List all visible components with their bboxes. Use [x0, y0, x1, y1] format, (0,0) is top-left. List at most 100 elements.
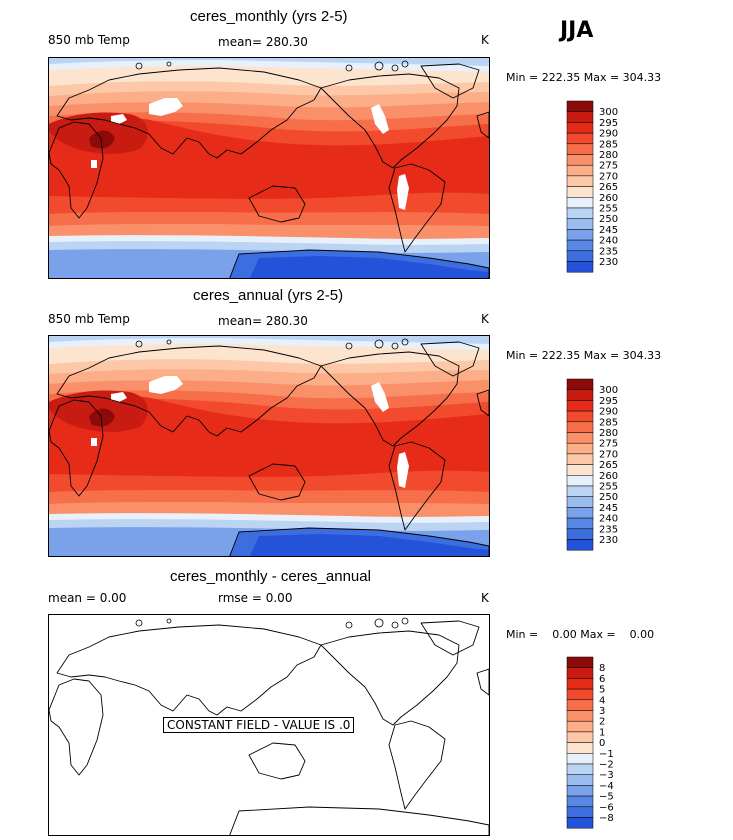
- colorbar-box: [566, 742, 594, 754]
- panel-title: ceres_monthly (yrs 2-5): [190, 8, 348, 25]
- island-outline: [166, 339, 172, 345]
- colorbar-box: [566, 507, 594, 519]
- colorbar-box: [566, 164, 594, 177]
- colorbar-box: [566, 806, 594, 818]
- island-outline: [374, 339, 384, 349]
- coastline: [420, 620, 480, 656]
- coastline: [229, 249, 489, 278]
- season-label: JJA: [560, 18, 594, 43]
- island-outline: [391, 621, 399, 629]
- minmax-label: Min = 0.00 Max = 0.00: [506, 628, 655, 641]
- colorbar-box: [566, 378, 594, 390]
- colorbar-box: [566, 389, 594, 401]
- colorbar-tick-label: 230: [599, 257, 618, 268]
- colorbar-tick-label: 230: [599, 535, 618, 546]
- colorbar-tick-label: 250: [599, 492, 618, 503]
- island-outline: [135, 619, 143, 627]
- colorbar-box: [566, 432, 594, 444]
- colorbar-tick-label: 280: [599, 428, 618, 439]
- colorbar-tick-label: 290: [599, 129, 618, 140]
- colorbar-tick-label: −1: [599, 749, 614, 760]
- colorbar-box: [566, 656, 594, 668]
- island-outline: [374, 618, 384, 628]
- colorbar-box: [566, 400, 594, 412]
- panel-title: ceres_annual (yrs 2-5): [193, 287, 344, 304]
- island-outline: [345, 342, 353, 350]
- colorbar-box: [566, 175, 594, 187]
- colorbar-tick-label: 290: [599, 407, 618, 418]
- temperature-map: [48, 335, 490, 557]
- colorbar-box: [566, 539, 594, 551]
- coastline: [476, 389, 489, 417]
- colorbar-tick-label: 6: [599, 674, 605, 685]
- map-field: [49, 58, 489, 278]
- colorbar-tick-label: 235: [599, 524, 618, 535]
- colorbar-box: [566, 817, 594, 829]
- colorbar: 300 295 290 285 280 275 270 265 260 255 250 245 240 2…: [566, 100, 637, 273]
- colorbar-box: [566, 753, 594, 765]
- colorbar-box: [566, 795, 594, 808]
- missing-data-patch: [397, 452, 409, 488]
- map-outline: [49, 617, 489, 835]
- colorbar-tick-label: 285: [599, 139, 618, 150]
- colorbar-box: [566, 774, 594, 786]
- colorbar-box: [566, 763, 594, 775]
- colorbar: 300 295 290 285 280 275 270 265 260 255 250 245 240 2…: [566, 378, 637, 551]
- temperature-band: [89, 130, 115, 149]
- coastline: [476, 668, 489, 696]
- coastline: [388, 720, 446, 810]
- colorbar-tick-label: 0: [599, 738, 605, 749]
- island-outline: [401, 338, 409, 346]
- colorbar-box: [566, 688, 594, 701]
- colorbar-tick-label: 265: [599, 460, 618, 471]
- colorbar-tick-label: 275: [599, 439, 618, 450]
- colorbar-tick-label: 4: [599, 695, 605, 706]
- colorbar-box: [566, 731, 594, 743]
- missing-data-patch: [111, 114, 127, 124]
- coastline: [49, 121, 104, 219]
- coastline: [49, 399, 104, 497]
- colorbar-tick-label: 280: [599, 150, 618, 161]
- island-outline: [135, 340, 143, 348]
- mean-label: mean= 280.30: [218, 314, 308, 328]
- colorbar-box: [566, 442, 594, 455]
- colorbar-box: [566, 229, 594, 241]
- panel-title: ceres_monthly - ceres_annual: [170, 568, 371, 585]
- temperature-band: [249, 256, 489, 278]
- coastline: [320, 73, 460, 169]
- colorbar-box: [566, 132, 594, 145]
- colorbar-tick-label: 270: [599, 449, 618, 460]
- missing-data-patch: [149, 376, 183, 394]
- colorbar-tick-label: 8: [599, 663, 605, 674]
- temperature-band: [249, 534, 489, 556]
- mean-label: mean= 280.30: [218, 35, 308, 49]
- colorbar-tick-label: 255: [599, 482, 618, 493]
- colorbar-tick-label: 1: [599, 727, 605, 738]
- colorbar-box: [566, 421, 594, 433]
- temperature-band: [49, 395, 489, 477]
- units-label: K: [481, 312, 489, 326]
- coastline: [248, 463, 306, 501]
- colorbar-tick-label: −8: [599, 813, 614, 824]
- colorbar-box: [566, 528, 594, 540]
- island-outline: [391, 342, 399, 350]
- coastline: [56, 624, 322, 716]
- colorbar-box: [566, 785, 594, 797]
- colorbar-tick-label: 275: [599, 161, 618, 172]
- units-label: K: [481, 591, 489, 605]
- missing-data-patch: [149, 98, 183, 116]
- colorbar-box: [566, 464, 594, 476]
- colorbar-box: [566, 517, 594, 530]
- colorbar-tick-label: 255: [599, 204, 618, 215]
- colorbar-tick-label: 265: [599, 182, 618, 193]
- colorbar-box: [566, 100, 594, 112]
- colorbar-box: [566, 410, 594, 423]
- colorbar-box: [566, 154, 594, 166]
- colorbar-tick-label: 2: [599, 717, 605, 728]
- colorbar: 8 6 5 4 3 2 1 0 −1 −2 −3 −4 −5 −6 −8: [566, 656, 637, 829]
- island-outline: [401, 60, 409, 68]
- minmax-label: Min = 222.35 Max = 304.33: [506, 349, 662, 362]
- colorbar-box: [566, 239, 594, 252]
- coastline: [420, 63, 480, 99]
- island-outline: [401, 617, 409, 625]
